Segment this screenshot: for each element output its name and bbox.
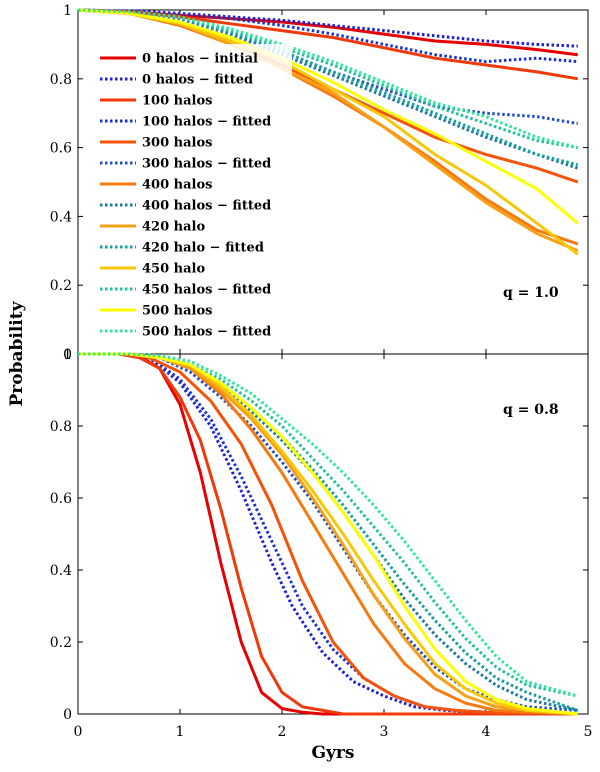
ytick-label: 1: [63, 347, 72, 363]
xtick-label: 1: [176, 724, 185, 740]
series-line: [78, 352, 578, 716]
ytick-label: 0.8: [50, 419, 72, 435]
legend-entry: 0 halos − fitted: [142, 73, 253, 88]
series-line: [77, 8, 579, 150]
xtick-label: 3: [380, 724, 389, 740]
legend-box: [92, 44, 292, 346]
series-line: [78, 352, 578, 716]
ytick-label: 0: [63, 707, 72, 723]
ytick-label: 0.4: [50, 209, 72, 225]
legend-entry: 450 halos − fitted: [142, 283, 271, 298]
ytick-label: 1: [63, 3, 72, 19]
legend-entry: 400 halos − fitted: [142, 199, 271, 214]
ytick-label: 0.6: [50, 141, 72, 157]
xtick-label: 4: [482, 724, 491, 740]
legend-entry: 420 halo: [142, 220, 205, 235]
panel-annotation: q = 1.0: [503, 285, 559, 301]
x-axis-label: Gyrs: [312, 743, 355, 763]
ytick-label: 0.2: [50, 278, 72, 294]
series-line: [78, 352, 578, 716]
ytick-label: 0: [63, 347, 72, 363]
series-line: [78, 352, 579, 698]
legend-entry: 300 halos: [142, 136, 212, 151]
panel-annotation: q = 0.8: [503, 402, 559, 418]
legend-entry: 500 halos: [142, 304, 212, 319]
legend-entry: 0 halos − initial: [142, 52, 258, 67]
ytick-label: 0.2: [50, 635, 72, 651]
xtick-label: 2: [278, 724, 287, 740]
series-line: [77, 8, 578, 64]
legend-entry: 420 halo − fitted: [142, 241, 264, 256]
xtick-label: 0: [74, 724, 83, 740]
xtick-label: 5: [584, 724, 593, 740]
ytick-label: 0.8: [50, 72, 72, 88]
ytick-label: 0.6: [50, 491, 72, 507]
legend-entry: 500 halos − fitted: [142, 325, 271, 340]
legend-entry: 300 halos − fitted: [142, 157, 271, 172]
legend-entry: 100 halos: [142, 94, 212, 109]
legend-entry: 450 halo: [142, 262, 205, 277]
legend-entry: 100 halos − fitted: [142, 115, 271, 130]
series-line: [78, 352, 579, 698]
ytick-label: 0.4: [50, 563, 72, 579]
series-line: [77, 8, 579, 225]
series-line: [78, 352, 578, 716]
y-axis-label: Probability: [7, 300, 27, 406]
legend-entry: 400 halos: [142, 178, 212, 193]
